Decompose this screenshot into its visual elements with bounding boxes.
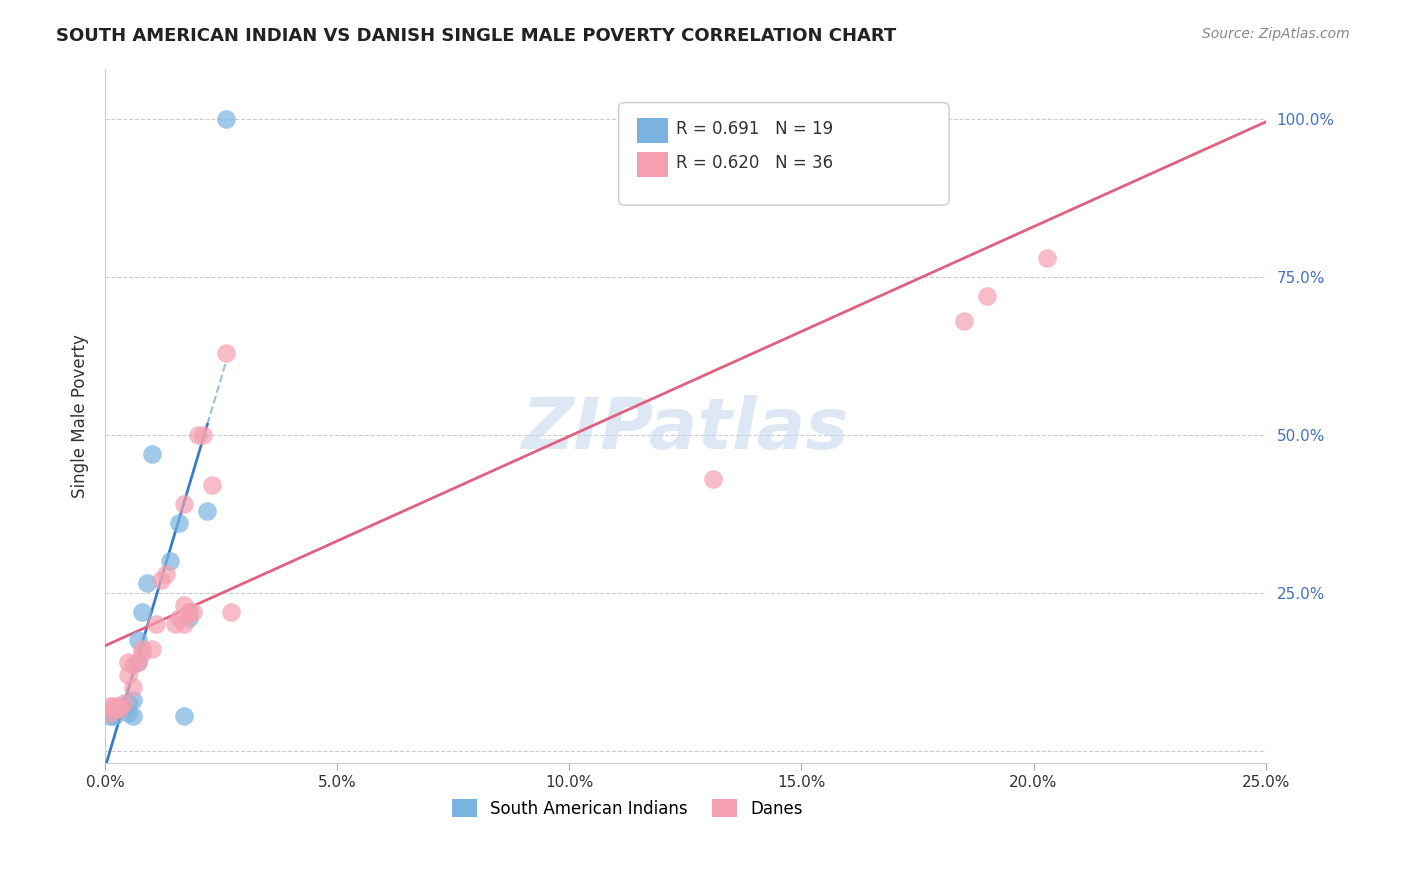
Point — [976, 289, 998, 303]
Point — [702, 472, 724, 486]
Legend: South American Indians, Danes: South American Indians, Danes — [444, 793, 810, 824]
Point — [103, 702, 125, 716]
Point — [173, 617, 195, 632]
Point — [149, 573, 172, 587]
Point — [159, 554, 181, 568]
Point — [907, 112, 929, 126]
Point — [215, 112, 238, 126]
Point — [145, 617, 167, 632]
Point — [1036, 251, 1059, 265]
Point — [141, 642, 163, 657]
Point — [98, 708, 121, 723]
Point — [117, 696, 139, 710]
Point — [155, 566, 177, 581]
Point — [173, 708, 195, 723]
Point — [163, 617, 186, 632]
Point — [108, 702, 131, 716]
Point — [177, 611, 200, 625]
Point — [112, 696, 135, 710]
Point — [131, 646, 153, 660]
Point — [219, 605, 242, 619]
Point — [108, 702, 131, 716]
Point — [103, 708, 125, 723]
Point — [191, 427, 214, 442]
Point — [215, 345, 238, 359]
Point — [98, 706, 121, 720]
Point — [169, 611, 191, 625]
Point — [117, 706, 139, 720]
Point — [201, 478, 224, 492]
Point — [187, 427, 209, 442]
Text: ZIPatlas: ZIPatlas — [522, 395, 849, 464]
Point — [103, 699, 125, 714]
Text: SOUTH AMERICAN INDIAN VS DANISH SINGLE MALE POVERTY CORRELATION CHART: SOUTH AMERICAN INDIAN VS DANISH SINGLE M… — [56, 27, 897, 45]
Point — [117, 667, 139, 681]
Point — [127, 655, 149, 669]
Text: R = 0.620   N = 36: R = 0.620 N = 36 — [676, 154, 834, 172]
Point — [98, 699, 121, 714]
Point — [122, 708, 145, 723]
Point — [173, 599, 195, 613]
Point — [108, 699, 131, 714]
Point — [183, 605, 205, 619]
Y-axis label: Single Male Poverty: Single Male Poverty — [72, 334, 89, 498]
Point — [131, 642, 153, 657]
Point — [127, 632, 149, 647]
Point — [141, 447, 163, 461]
Point — [953, 314, 976, 328]
Point — [177, 605, 200, 619]
Point — [173, 497, 195, 511]
Point — [195, 503, 218, 517]
Text: Source: ZipAtlas.com: Source: ZipAtlas.com — [1202, 27, 1350, 41]
Point — [169, 516, 191, 531]
Point — [117, 655, 139, 669]
Point — [136, 576, 159, 591]
Point — [122, 658, 145, 673]
Point — [122, 693, 145, 707]
Point — [122, 681, 145, 695]
Point — [177, 605, 200, 619]
Point — [127, 655, 149, 669]
Point — [131, 605, 153, 619]
Point — [112, 699, 135, 714]
Text: R = 0.691   N = 19: R = 0.691 N = 19 — [676, 120, 834, 138]
